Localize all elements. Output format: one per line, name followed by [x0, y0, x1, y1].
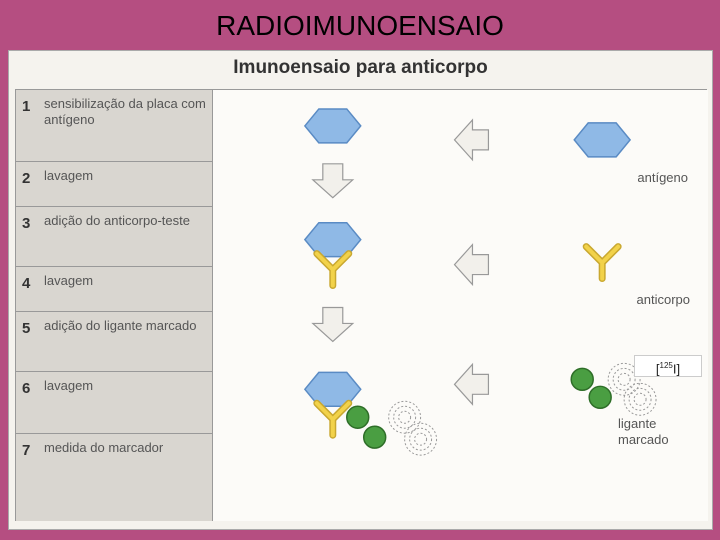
step-text: lavagem [40, 168, 93, 184]
content-header: Imunoensaio para anticorpo [9, 57, 712, 79]
arrow-down-1 [313, 164, 353, 198]
step-row-7: 7 medida do marcador [16, 434, 212, 494]
steps-column: 1 sensibilização da placa com antígeno 2… [16, 90, 212, 521]
slide: RADIOIMUNOENSAIO Imunoensaio para antico… [0, 0, 720, 540]
slide-title: RADIOIMUNOENSAIO [0, 10, 720, 42]
step-row-4: 4 lavagem [16, 267, 212, 312]
diagram-svg [213, 90, 708, 521]
step-text: lavagem [40, 378, 93, 394]
step-row-5: 5 adição do ligante marcado [16, 312, 212, 372]
step-text: lavagem [40, 273, 93, 289]
step-num: 2 [22, 168, 40, 187]
legend-label-antigen: antígeno [637, 170, 688, 185]
step-row-6: 6 lavagem [16, 372, 212, 434]
legend-label-ligand: ligante marcado [618, 416, 678, 447]
step-text: adição do ligante marcado [40, 318, 197, 334]
step-num: 5 [22, 318, 40, 337]
isotope-sup: 125 [660, 361, 673, 370]
stage2 [305, 223, 361, 286]
step-num: 7 [22, 440, 40, 459]
content-panel: Imunoensaio para anticorpo 1 sensibiliza… [8, 50, 713, 530]
step-row-3: 3 adição do anticorpo-teste [16, 207, 212, 267]
legend-antigen-icon [574, 123, 630, 157]
legend-antibody-icon [586, 247, 618, 279]
step-row-1: 1 sensibilização da placa com antígeno [16, 90, 212, 162]
step-text: adição do anticorpo-teste [40, 213, 190, 229]
step-num: 3 [22, 213, 40, 232]
step-num: 1 [22, 96, 40, 115]
step-row-2: 2 lavagem [16, 162, 212, 207]
stage3 [305, 372, 437, 455]
isotope-suffix: I [673, 361, 677, 376]
legend-arrow-ligand [455, 364, 489, 404]
isotope-label: [125I] [634, 355, 702, 377]
step-text: sensibilização da placa com antígeno [40, 96, 208, 129]
legend-arrow-antibody [455, 245, 489, 285]
diagram-column: antígeno anticorpo ligante marcado [125I… [212, 90, 708, 521]
step-num: 6 [22, 378, 40, 397]
arrow-down-2 [313, 307, 353, 341]
main-panel: 1 sensibilização da placa com antígeno 2… [15, 89, 707, 521]
antigen-stage1 [305, 109, 361, 143]
legend-label-antibody: anticorpo [637, 292, 690, 307]
step-text: medida do marcador [40, 440, 163, 456]
legend-arrow-antigen [455, 120, 489, 160]
step-num: 4 [22, 273, 40, 292]
